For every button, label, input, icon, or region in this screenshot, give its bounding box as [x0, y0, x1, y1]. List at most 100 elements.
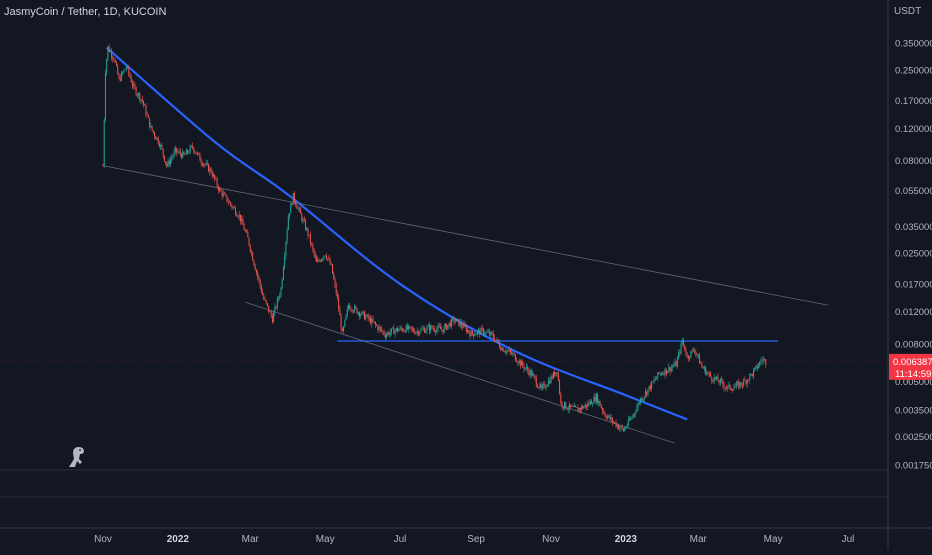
candle-body	[273, 312, 275, 323]
candle-body	[139, 93, 141, 101]
candle-body	[536, 385, 538, 388]
trendline-curve[interactable]	[105, 46, 688, 421]
candle-body	[278, 297, 280, 299]
candle-body	[679, 352, 681, 354]
candle-body	[232, 207, 234, 209]
candle-body	[625, 427, 627, 429]
candle-body	[509, 349, 511, 352]
candle-body	[744, 379, 746, 381]
candle-body	[730, 389, 732, 391]
candle-body	[701, 363, 703, 367]
candle-body	[124, 69, 126, 71]
channel-line[interactable]	[245, 301, 676, 444]
candle-body	[361, 311, 363, 315]
candle-body	[365, 316, 367, 320]
candle-body	[172, 155, 174, 158]
candle-body	[563, 402, 565, 408]
candle-body	[460, 321, 462, 326]
candle-body	[492, 333, 494, 338]
candle-body	[610, 417, 612, 420]
candle-body	[237, 216, 239, 218]
candle-body	[236, 214, 238, 217]
candle-body	[106, 59, 108, 73]
candle-body	[127, 66, 129, 68]
candle-body	[576, 407, 578, 408]
candle-body	[419, 332, 421, 335]
tradingview-logo-icon[interactable]	[69, 447, 84, 467]
candle-body	[608, 415, 610, 417]
candle-body	[376, 324, 378, 326]
candle-body	[761, 360, 763, 362]
candle-body	[480, 328, 482, 335]
candle-body	[173, 151, 175, 156]
candle-body	[683, 340, 685, 345]
price-tick-label: 0.035000	[895, 222, 932, 233]
candle-body	[617, 425, 619, 429]
candle-body	[470, 330, 472, 337]
candle-body	[176, 147, 178, 153]
candle-body	[351, 309, 353, 312]
candle-body	[152, 130, 154, 133]
bar-countdown-label: 11:14:59	[895, 369, 931, 380]
candle-body	[734, 386, 736, 388]
candle-body	[360, 314, 362, 317]
candle-body	[476, 330, 478, 335]
candle-body	[586, 404, 588, 408]
candle-body	[204, 164, 206, 166]
candle-body	[592, 403, 594, 405]
candle-body	[669, 366, 671, 372]
candle-body	[597, 394, 599, 404]
candle-body	[737, 382, 739, 384]
candle-body	[732, 389, 734, 391]
candle-body	[635, 412, 637, 414]
candle-body	[750, 373, 752, 375]
candle-body	[739, 382, 741, 388]
candle-body	[684, 344, 686, 351]
candle-body	[125, 67, 127, 70]
candle-body	[658, 372, 660, 374]
candle-body	[410, 326, 412, 329]
candle-body	[643, 396, 645, 399]
candle-body	[268, 305, 270, 312]
candle-body	[146, 114, 148, 116]
candle-body	[438, 325, 440, 327]
candle-body	[386, 334, 388, 338]
candle-body	[320, 259, 322, 262]
candle-body	[415, 331, 417, 334]
candle-body	[692, 349, 694, 352]
candle-body	[224, 193, 226, 195]
candle-body	[356, 308, 358, 314]
candle-body	[667, 371, 669, 374]
candle-body	[135, 87, 137, 95]
price-tick-label: 0.012000	[895, 307, 932, 318]
candle-body	[336, 293, 338, 298]
candle-body	[151, 125, 153, 131]
candle-body	[603, 411, 605, 413]
candle-body	[513, 353, 515, 355]
logo-shape	[69, 447, 84, 467]
candle-body	[140, 99, 142, 101]
candle-body	[489, 331, 491, 336]
candle-body	[451, 318, 453, 327]
candle-body	[290, 203, 292, 214]
candle-body	[408, 325, 410, 330]
candle-body	[691, 349, 693, 352]
candle-body	[471, 330, 473, 334]
candle-body	[254, 264, 256, 270]
candle-body	[579, 408, 581, 410]
candle-body	[506, 350, 508, 353]
candle-body	[561, 402, 563, 407]
candle-body	[103, 119, 105, 166]
candle-body	[582, 406, 584, 409]
channel-line[interactable]	[102, 165, 829, 306]
candle-body	[765, 359, 767, 366]
candle-body	[284, 255, 286, 268]
candle-body	[248, 237, 250, 246]
candle-body	[378, 327, 380, 330]
candle-body	[242, 218, 244, 226]
candle-body	[543, 383, 545, 386]
candle-body	[292, 192, 294, 205]
